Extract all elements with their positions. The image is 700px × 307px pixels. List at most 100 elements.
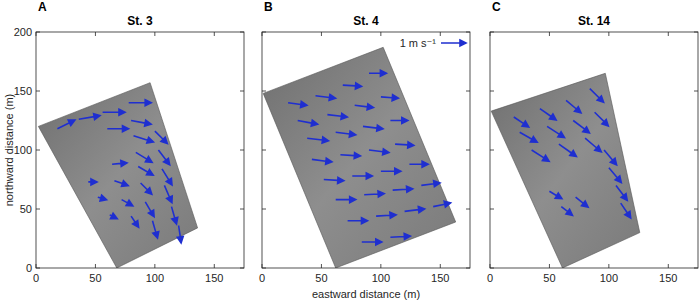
y-tick-right (240, 91, 244, 92)
velocity-arrow (131, 216, 139, 227)
data-layer (491, 73, 640, 268)
reference-arrow (441, 40, 466, 46)
axes-frame (262, 32, 470, 268)
plot-background (36, 32, 244, 268)
velocity-arrow (595, 112, 609, 126)
y-tick (262, 209, 266, 210)
y-tick-label: 0 (26, 262, 32, 274)
data-layer (263, 47, 456, 268)
velocity-arrow (129, 100, 152, 106)
velocity-arrow (376, 212, 396, 218)
velocity-arrow (362, 239, 382, 245)
x-tick-top (440, 32, 441, 36)
velocity-arrow (324, 177, 344, 183)
x-tick-label: 50 (315, 272, 327, 284)
y-tick (36, 32, 40, 33)
y-tick-right (694, 209, 698, 210)
axes-frame (36, 32, 244, 268)
velocity-arrow (107, 126, 128, 132)
panel: 050100150BSt. 4eastward distance (m)1 m … (259, 0, 470, 300)
velocity-arrow (288, 102, 307, 108)
x-axis-label: eastward distance (m) (312, 288, 420, 300)
x-tick-label: 0 (33, 272, 39, 284)
x-tick (36, 264, 37, 268)
x-tick-top (490, 32, 491, 36)
y-tick-right (466, 32, 470, 33)
velocity-arrow (381, 168, 401, 174)
x-tick-top (668, 32, 669, 36)
velocity-arrow (561, 207, 572, 216)
velocity-arrow (369, 70, 386, 76)
velocity-arrow (348, 218, 368, 224)
x-tick-label: 100 (600, 272, 618, 284)
velocity-arrow (340, 153, 360, 159)
y-tick (262, 268, 266, 269)
y-tick (490, 32, 494, 33)
panel: 050100150CSt. 14 (487, 0, 698, 284)
velocity-arrow (57, 120, 75, 129)
x-tick (608, 264, 609, 268)
y-tick-right (240, 209, 244, 210)
velocity-arrow (172, 207, 178, 224)
y-tick (490, 268, 494, 269)
velocity-arrow (609, 168, 621, 183)
y-tick-right (466, 209, 470, 210)
velocity-arrow (316, 95, 336, 101)
velocity-arrow (547, 126, 564, 137)
velocity-arrow (103, 109, 125, 115)
velocity-arrow (122, 200, 133, 206)
image-footprint (491, 73, 640, 268)
velocity-arrow (162, 169, 172, 185)
panel-title: St. 3 (127, 14, 153, 28)
y-tick (490, 150, 494, 151)
velocity-arrow (540, 109, 556, 120)
y-tick (36, 91, 40, 92)
y-tick (490, 209, 494, 210)
velocity-arrow (312, 158, 332, 164)
y-tick-right (240, 268, 244, 269)
velocity-arrow (621, 203, 631, 218)
y-tick-right (466, 268, 470, 269)
velocity-arrow (393, 186, 413, 192)
velocity-arrow (573, 121, 589, 133)
x-tick (380, 264, 381, 268)
axes-frame (490, 32, 698, 268)
velocity-arrow (590, 89, 604, 103)
velocity-arrow (141, 183, 152, 194)
y-axis-label: northward distance (m) (3, 94, 15, 207)
x-tick-label: 150 (659, 272, 677, 284)
panel-label: A (38, 0, 47, 14)
velocity-arrow (79, 114, 100, 120)
x-tick (668, 264, 669, 268)
x-tick-label: 0 (487, 272, 493, 284)
velocity-arrow (327, 113, 347, 119)
velocity-arrow (88, 179, 97, 185)
velocity-arrow (131, 120, 151, 126)
velocity-arrow (390, 234, 410, 240)
velocity-arrow (98, 195, 107, 201)
x-tick (262, 264, 263, 268)
velocity-arrow (336, 197, 356, 203)
velocity-arrow (336, 131, 356, 137)
y-tick (262, 150, 266, 151)
y-tick-right (240, 150, 244, 151)
y-tick-label: 200 (14, 26, 32, 38)
velocity-arrow (343, 83, 362, 89)
y-tick-label: 50 (20, 203, 32, 215)
x-tick (321, 264, 322, 268)
panel-title: St. 4 (353, 14, 379, 28)
velocity-arrow (112, 160, 127, 166)
velocity-arrow (145, 202, 154, 217)
x-tick-label: 100 (146, 272, 164, 284)
x-tick-top (95, 32, 96, 36)
velocity-arrow (138, 167, 153, 176)
x-tick-label: 50 (543, 272, 555, 284)
velocity-arrow (364, 191, 384, 197)
figure: 0 50 100 150 0 50 100 150 200 A St. 3 northward dis… (0, 0, 700, 307)
y-tick (490, 91, 494, 92)
x-tick-label: 150 (205, 272, 223, 284)
data-layer (38, 83, 197, 268)
x-tick-label: 50 (89, 272, 101, 284)
y-tick (36, 150, 40, 151)
panel: 050100150050100150200ASt. 3northward dis… (3, 0, 244, 284)
